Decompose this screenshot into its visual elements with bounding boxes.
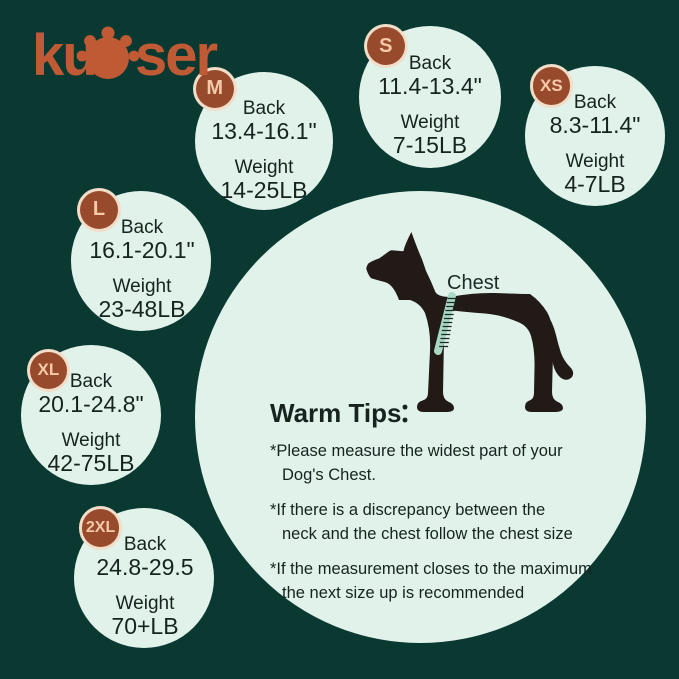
svg-text:ser: ser <box>135 23 218 88</box>
